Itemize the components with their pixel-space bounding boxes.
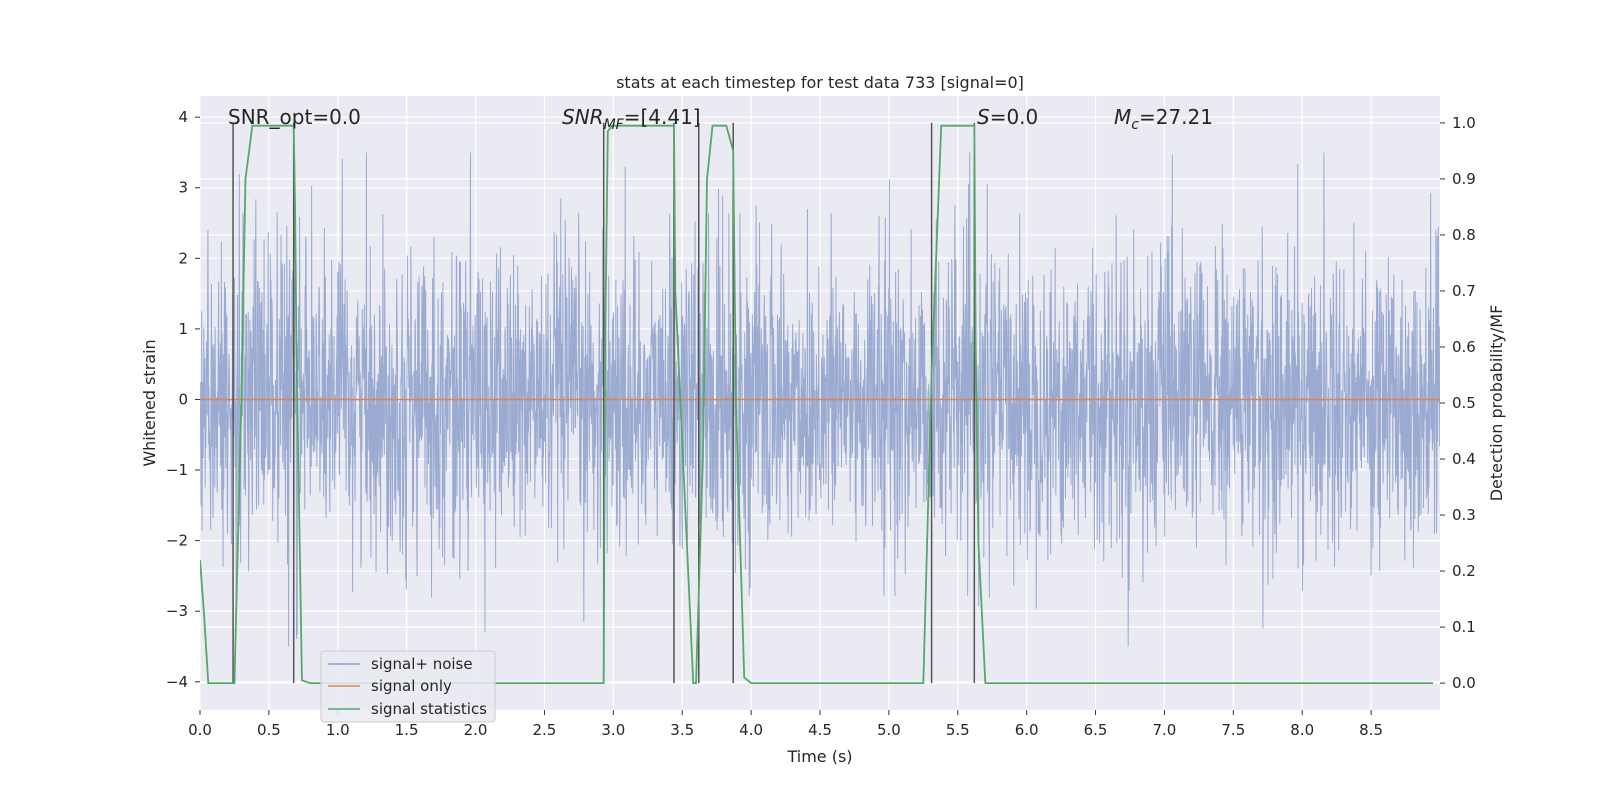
x-tick-label: 3.0 (601, 721, 625, 739)
x-tick-label: 1.5 (395, 721, 419, 739)
annotation-mc-sub: c (1131, 117, 1139, 133)
x-tick-label: 0.0 (188, 721, 212, 739)
y-right-tick-label: 0.0 (1452, 674, 1476, 692)
y-left-tick-label: −1 (166, 461, 188, 479)
legend-label-signal-only: signal only (371, 677, 452, 695)
series-layer (200, 122, 1440, 685)
y-axis-right-ticks: 1.0 0.9 0.8 0.7 0.6 0.5 0.4 0.3 0.2 0.1 0.0 (1440, 114, 1476, 692)
series-signal-noise (200, 152, 1440, 647)
y-left-tick-label: 1 (178, 320, 188, 338)
x-axis-ticks: 0.0 0.5 1.0 1.5 2.0 2.5 3.0 3.5 4.0 4.5 5.0 5.5 6.0 6… (188, 710, 1383, 739)
x-tick-label: 8.0 (1290, 721, 1314, 739)
y-left-tick-label: 0 (178, 390, 188, 408)
series-signal-statistics (200, 124, 1434, 685)
annotation-mc-base: M (1114, 105, 1131, 129)
y-left-tick-label: −3 (166, 602, 188, 620)
chart-title: stats at each timestep for test data 733… (616, 73, 1024, 92)
y-left-tick-label: −4 (166, 673, 188, 691)
annotation-s: S=0.0 (977, 105, 1038, 129)
x-tick-label: 4.0 (739, 721, 763, 739)
x-tick-label: 7.5 (1221, 721, 1245, 739)
x-tick-label: 2.5 (533, 721, 557, 739)
x-axis-label: Time (s) (786, 747, 852, 766)
y-right-tick-label: 0.1 (1452, 618, 1476, 636)
y-right-tick-label: 0.4 (1452, 450, 1476, 468)
x-tick-label: 6.0 (1015, 721, 1039, 739)
y-right-tick-label: 0.5 (1452, 394, 1476, 412)
annotation-snr-mf: SNRMF=[4.41] (562, 105, 701, 133)
annotation-s-base: S (977, 105, 990, 129)
annotation-snr-mf-sub: MF (604, 117, 625, 133)
annotation-s-value: =0.0 (990, 105, 1039, 129)
y-left-tick-label: 4 (178, 108, 188, 126)
y-right-tick-label: 1.0 (1452, 114, 1476, 132)
annotation-snr-mf-value: =[4.41] (624, 105, 701, 129)
y-right-tick-label: 0.8 (1452, 226, 1476, 244)
annotations: SNR_opt=0.0 SNRMF=[4.41] S=0.0 Mc=27.21 (228, 105, 1213, 133)
y-left-tick-label: 2 (178, 249, 188, 267)
legend-box (320, 650, 496, 723)
y-right-tick-label: 0.7 (1452, 282, 1476, 300)
y-axis-left-label: Whitened strain (140, 339, 159, 466)
annotation-mc-value: =27.21 (1139, 105, 1213, 129)
grid (199, 96, 1440, 710)
annotation-snr-mf-base: SNR (562, 105, 604, 129)
y-axis-left-ticks: 4 3 2 1 0 −1 −2 −3 −4 (166, 108, 200, 691)
annotation-snr-opt: SNR_opt=0.0 (228, 105, 361, 129)
x-tick-label: 2.0 (464, 721, 488, 739)
x-tick-label: 3.5 (670, 721, 694, 739)
legend: signal+ noise signal only signal statist… (320, 650, 496, 723)
legend-label-signal-statistics: signal statistics (371, 700, 487, 718)
y-right-tick-label: 0.3 (1452, 506, 1476, 524)
x-tick-label: 8.5 (1359, 721, 1383, 739)
y-right-tick-label: 0.2 (1452, 562, 1476, 580)
x-tick-label: 0.5 (257, 721, 281, 739)
x-tick-label: 6.5 (1084, 721, 1108, 739)
y-left-tick-label: 3 (178, 179, 188, 197)
x-tick-label: 1.0 (326, 721, 350, 739)
annotation-mc: Mc=27.21 (1114, 105, 1213, 133)
legend-label-signal-noise: signal+ noise (371, 655, 473, 673)
y-left-tick-label: −2 (166, 532, 188, 550)
x-tick-label: 5.5 (946, 721, 970, 739)
y-right-tick-label: 0.9 (1452, 170, 1476, 188)
x-tick-label: 4.5 (808, 721, 832, 739)
y-axis-right-label: Detection probability/MF (1487, 305, 1506, 502)
x-tick-label: 5.0 (877, 721, 901, 739)
x-tick-label: 7.0 (1153, 721, 1177, 739)
y-right-tick-label: 0.6 (1452, 338, 1476, 356)
